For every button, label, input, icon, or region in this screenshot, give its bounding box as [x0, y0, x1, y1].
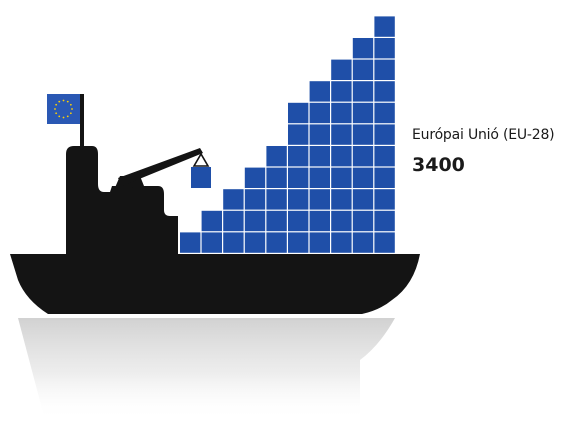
- container-cell: [309, 189, 330, 210]
- container-cell: [309, 81, 330, 102]
- flag-star: [58, 115, 61, 118]
- flag-star: [69, 112, 72, 115]
- container-cell: [266, 232, 287, 253]
- flag-star: [54, 108, 56, 110]
- container-cell: [352, 124, 374, 145]
- flag-star: [66, 115, 69, 118]
- container-cell: [374, 59, 395, 80]
- flag-star: [69, 103, 72, 106]
- container-cell: [352, 102, 374, 124]
- container-cell: [288, 210, 309, 232]
- container-cell: [288, 146, 309, 167]
- container-cell: [309, 210, 330, 232]
- container-cell: [331, 232, 352, 253]
- container-stack: [180, 16, 395, 253]
- container-cell: [201, 210, 222, 232]
- container-cell: [266, 146, 287, 167]
- container-cell: [266, 210, 287, 232]
- container-cell: [374, 232, 395, 253]
- container-cell: [352, 59, 374, 80]
- region-name: Európai Unió (EU-28): [412, 127, 555, 143]
- container-cell: [288, 189, 309, 210]
- container-cell: [288, 102, 309, 124]
- flag-star: [71, 108, 73, 110]
- container-cell: [352, 81, 374, 102]
- container-cell: [244, 210, 266, 232]
- container-cell: [331, 81, 352, 102]
- container-cell: [374, 146, 395, 167]
- container-cell: [288, 232, 309, 253]
- container-cell: [331, 210, 352, 232]
- container-cell: [374, 210, 395, 232]
- container-cell: [352, 167, 374, 188]
- flag-star: [62, 116, 65, 119]
- container-cell: [331, 59, 352, 80]
- ship-reflection: [18, 318, 395, 420]
- container-icon: [191, 167, 211, 188]
- container-cell: [374, 16, 395, 37]
- container-cell: [244, 232, 266, 253]
- container-cell: [374, 124, 395, 145]
- eu-flag-icon: [47, 94, 84, 150]
- container-cell: [266, 189, 287, 210]
- container-cell: [374, 102, 395, 124]
- container-cell: [331, 124, 352, 145]
- container-cell: [223, 210, 244, 232]
- container-cell: [309, 167, 330, 188]
- container-cell: [352, 232, 374, 253]
- cargo-ship-icon: [10, 146, 420, 314]
- container-cell: [331, 167, 352, 188]
- container-cell: [223, 232, 244, 253]
- container-cell: [352, 210, 374, 232]
- container-cell: [331, 102, 352, 124]
- container-cell: [374, 81, 395, 102]
- container-cell: [180, 232, 201, 253]
- flag-star: [55, 112, 58, 115]
- container-cell: [352, 146, 374, 167]
- container-cell: [266, 167, 287, 188]
- container-cell: [309, 124, 330, 145]
- crane-icon: [118, 148, 211, 188]
- container-cell: [331, 189, 352, 210]
- container-cell: [244, 167, 266, 188]
- container-cell: [309, 146, 330, 167]
- container-cell: [374, 38, 395, 59]
- container-cell: [352, 38, 374, 59]
- flag-star: [55, 103, 58, 106]
- region-label: Európai Unió (EU-28) 3400: [412, 126, 563, 176]
- container-cell: [309, 232, 330, 253]
- container-cell: [309, 102, 330, 124]
- container-cell: [244, 189, 266, 210]
- flag-star: [66, 100, 69, 103]
- container-cell: [288, 167, 309, 188]
- flag-star: [58, 100, 61, 103]
- container-cell: [331, 146, 352, 167]
- container-cell: [288, 124, 309, 145]
- container-cell: [201, 232, 222, 253]
- flag-star: [62, 99, 65, 102]
- container-cell: [223, 189, 244, 210]
- container-cell: [352, 189, 374, 210]
- container-cell: [374, 189, 395, 210]
- region-value: 3400: [412, 154, 465, 176]
- container-cell: [374, 167, 395, 188]
